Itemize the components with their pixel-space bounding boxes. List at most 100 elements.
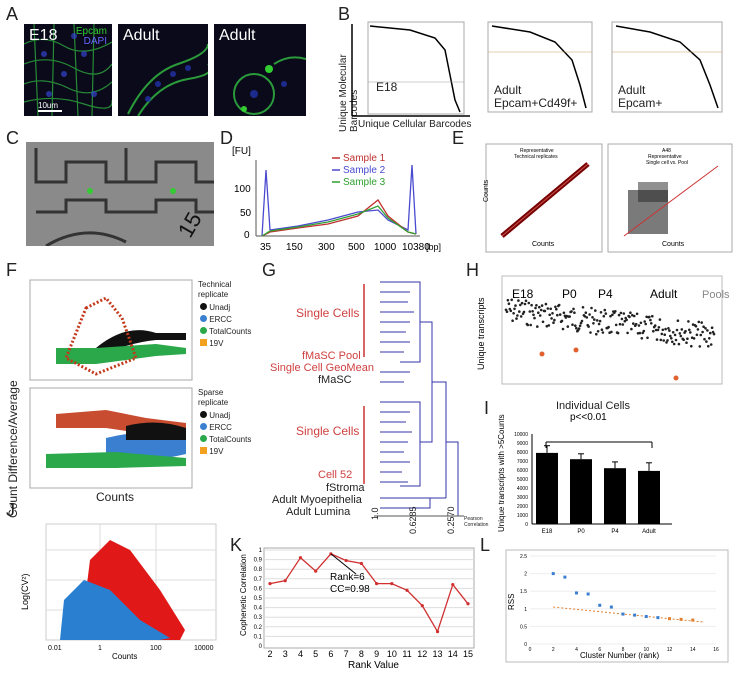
k-xtick-label: 10 bbox=[387, 649, 397, 659]
h-point bbox=[703, 337, 706, 341]
d-xtick-500: 500 bbox=[348, 242, 365, 253]
h-point bbox=[510, 298, 513, 302]
e-sparse-cloud bbox=[628, 182, 668, 234]
h-point bbox=[675, 328, 679, 332]
h-point bbox=[597, 322, 601, 326]
scale-bar bbox=[38, 110, 62, 112]
h-point bbox=[676, 319, 680, 322]
h-point bbox=[614, 323, 618, 327]
h-point bbox=[686, 337, 689, 340]
h-point bbox=[677, 342, 681, 346]
panel-letter-a: A bbox=[6, 4, 19, 24]
h-point bbox=[682, 338, 685, 342]
h-point bbox=[660, 332, 664, 336]
h-point bbox=[579, 321, 583, 325]
k-ytick-label: 0.6 bbox=[254, 586, 263, 592]
f-top-title-2: replicate bbox=[198, 290, 229, 299]
h-point bbox=[700, 321, 703, 324]
h-highlight-point bbox=[539, 351, 545, 357]
f-bot-title: Sparse replicate bbox=[198, 388, 228, 408]
h-point bbox=[560, 319, 564, 323]
square-icon bbox=[200, 447, 207, 454]
h-point bbox=[614, 310, 617, 313]
h-point bbox=[541, 320, 545, 324]
i-ytick-label: 6000 bbox=[517, 468, 528, 474]
h-chart: E18 P0 P4 Adult Pools Unique transcripts bbox=[476, 275, 730, 385]
b-label-adult: Adult bbox=[494, 83, 522, 97]
k-point bbox=[405, 588, 409, 592]
l-point bbox=[551, 572, 555, 576]
scale-bar-label: 10um bbox=[38, 101, 59, 110]
l-xtick-label: 12 bbox=[667, 647, 673, 653]
stain-epcam: Epcam bbox=[75, 26, 107, 37]
dot-icon bbox=[200, 423, 207, 430]
i-ylabel: Unique transcripts with >5Counts bbox=[498, 414, 506, 532]
g-tick-2: 0.6285 bbox=[408, 506, 418, 534]
h-point bbox=[507, 302, 511, 305]
i-ytick-label: 10000 bbox=[514, 432, 528, 438]
e-xlabel-2: Counts bbox=[662, 241, 685, 248]
d-series-3-line bbox=[261, 205, 417, 237]
h-point bbox=[652, 329, 655, 333]
l-xtick-label: 10 bbox=[643, 647, 649, 653]
k-ytick-label: 0.5 bbox=[254, 596, 263, 602]
h-point bbox=[530, 303, 533, 307]
h-point bbox=[688, 328, 691, 332]
k-xtick-label: 3 bbox=[283, 649, 288, 659]
h-point bbox=[708, 337, 711, 340]
h-point bbox=[671, 331, 675, 334]
f-legend-item: 19V bbox=[200, 446, 251, 458]
micrograph-label-adult-2: Adult bbox=[219, 27, 256, 44]
g-corr-1: Pearson bbox=[464, 516, 483, 522]
k-xtick-label: 12 bbox=[417, 649, 427, 659]
k-annotation-cc: CC=0.98 bbox=[330, 584, 370, 595]
d-xtick-35: 35 bbox=[260, 242, 272, 253]
g-label-fstroma: fStroma bbox=[326, 482, 365, 494]
h-point bbox=[549, 307, 552, 311]
tissue-texture bbox=[24, 24, 112, 116]
h-point bbox=[679, 334, 683, 338]
f-legend-item: Unadj bbox=[200, 302, 251, 314]
l-point bbox=[609, 605, 613, 609]
k-ytick-label: 1 bbox=[259, 548, 263, 554]
f-top-title: Technical replicate bbox=[198, 280, 231, 300]
k-point bbox=[283, 579, 287, 583]
l-point bbox=[668, 617, 671, 621]
h-point bbox=[678, 332, 682, 335]
h-point bbox=[561, 327, 565, 331]
k-xtick-label: 9 bbox=[374, 649, 379, 659]
panel-letter-k: K bbox=[230, 535, 243, 555]
h-point bbox=[659, 338, 663, 342]
b-label-e18: E18 bbox=[376, 80, 398, 94]
i-bars: 0 1000 2000 3000 4000 5000 6000 7000 8000 9000 100… bbox=[514, 432, 672, 535]
h-point bbox=[704, 327, 707, 330]
h-point bbox=[562, 311, 566, 315]
barcode-plots bbox=[351, 21, 723, 117]
h-point bbox=[696, 328, 700, 331]
h-point bbox=[629, 311, 632, 314]
g-label-geomean: Single Cell GeoMean bbox=[270, 362, 374, 374]
k-xtick-label: 2 bbox=[267, 649, 272, 659]
panel-letter-b: B bbox=[338, 4, 351, 24]
h-point bbox=[538, 305, 541, 309]
h-point bbox=[638, 331, 642, 335]
square-icon bbox=[200, 339, 207, 346]
h-point bbox=[603, 308, 607, 312]
l-point bbox=[621, 612, 625, 616]
b-label-cd49f: Epcam+Cd49f+ bbox=[494, 96, 578, 110]
h-point bbox=[622, 312, 626, 315]
k-xtick-label: 15 bbox=[463, 649, 473, 659]
k-xtick-label: 13 bbox=[433, 649, 443, 659]
h-point bbox=[537, 311, 540, 314]
h-group-adult: Adult bbox=[650, 287, 678, 301]
i-bar bbox=[638, 470, 660, 524]
l-chart: RSS 0 0.5 1 1.5 2 2.5 0 2 4 6 8 10 12 14 16 Cluster Nu… bbox=[505, 549, 729, 663]
h-point bbox=[665, 341, 668, 344]
d-ytick-100: 100 bbox=[234, 184, 251, 195]
l-xtick-label: 4 bbox=[575, 647, 578, 653]
h-point bbox=[610, 330, 613, 334]
h-point bbox=[701, 330, 704, 334]
h-point bbox=[543, 309, 547, 313]
h-point bbox=[650, 322, 653, 325]
h-point bbox=[584, 311, 588, 314]
